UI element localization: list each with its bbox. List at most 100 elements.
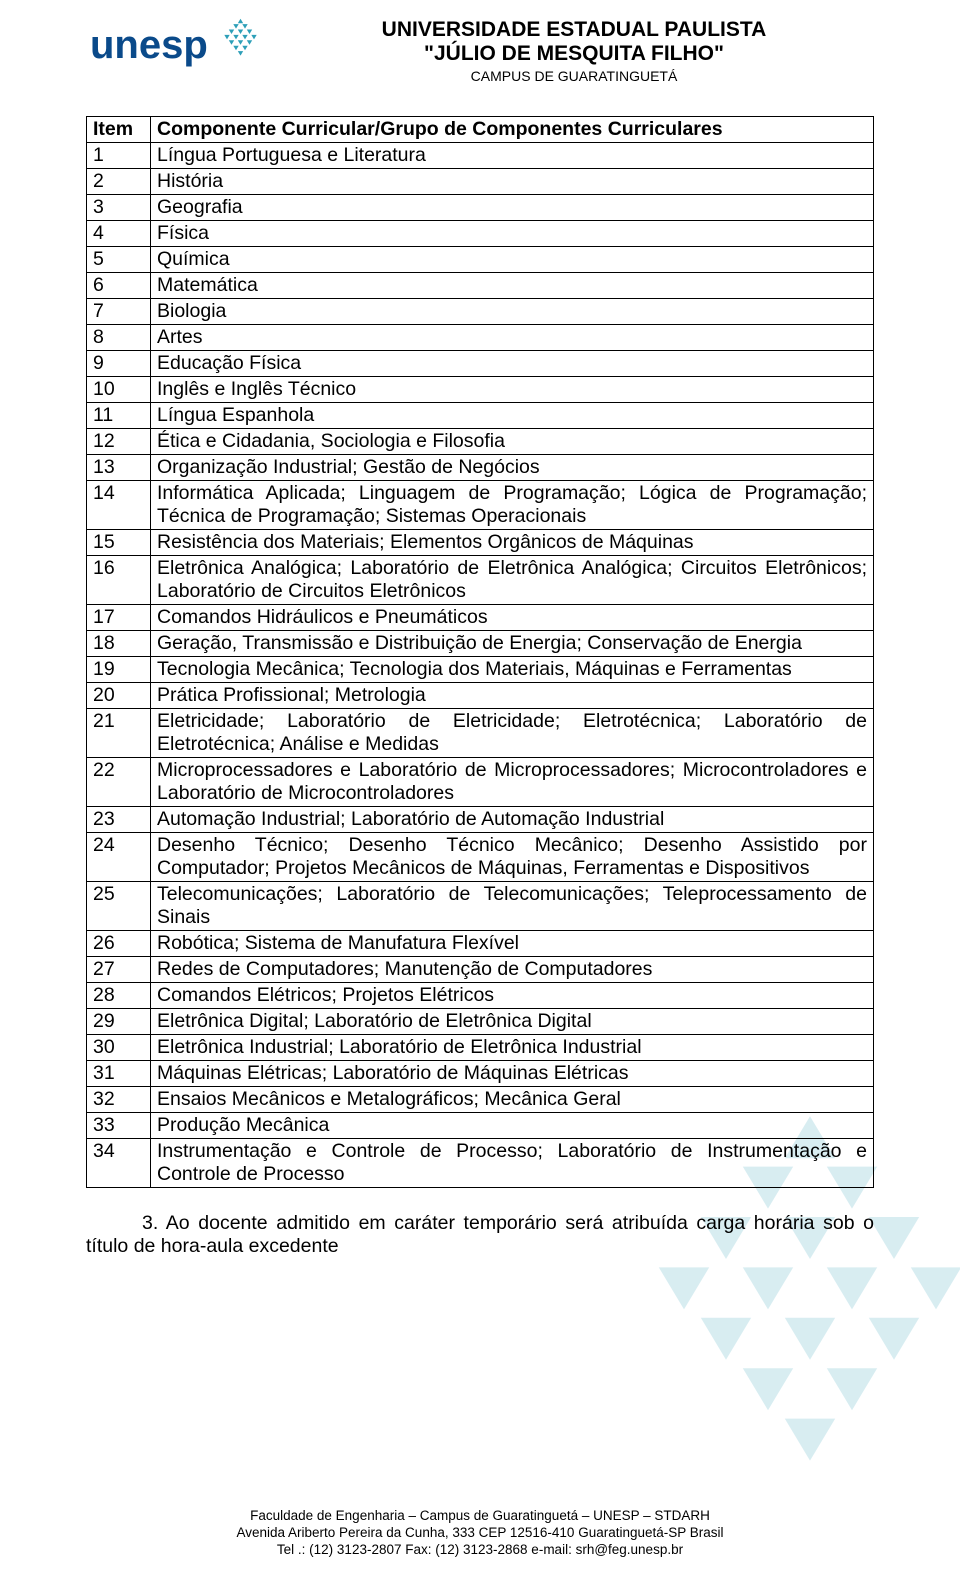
cell-item: 5 [87,247,151,273]
cell-item: 29 [87,1009,151,1035]
cell-desc: Organização Industrial; Gestão de Negóci… [151,455,874,481]
cell-desc: Ética e Cidadania, Sociologia e Filosofi… [151,429,874,455]
table-row: 23Automação Industrial; Laboratório de A… [87,807,874,833]
table-row: 4Física [87,221,874,247]
table-row: 2História [87,169,874,195]
table-row: 22Microprocessadores e Laboratório de Mi… [87,758,874,807]
footer-line3: Tel .: (12) 3123-2807 Fax: (12) 3123-286… [0,1542,960,1559]
unesp-logo: unesp [90,14,260,79]
cell-desc: Língua Portuguesa e Literatura [151,143,874,169]
cell-desc: Eletrônica Analógica; Laboratório de Ele… [151,556,874,605]
cell-item: 34 [87,1139,151,1188]
table-row: 31Máquinas Elétricas; Laboratório de Máq… [87,1061,874,1087]
cell-desc: História [151,169,874,195]
table-row: 8Artes [87,325,874,351]
cell-item: 25 [87,882,151,931]
page-header: unesp UNIVERSIDADE ESTADUAL [0,0,960,90]
cell-desc: Geração, Transmissão e Distribuição de E… [151,631,874,657]
table-row: 25Telecomunicações; Laboratório de Telec… [87,882,874,931]
cell-desc: Automação Industrial; Laboratório de Aut… [151,807,874,833]
page-footer: Faculdade de Engenharia – Campus de Guar… [0,1508,960,1559]
table-row: 30Eletrônica Industrial; Laboratório de … [87,1035,874,1061]
cell-desc: Informática Aplicada; Linguagem de Progr… [151,481,874,530]
table-header-row: Item Componente Curricular/Grupo de Comp… [87,117,874,143]
cell-desc: Educação Física [151,351,874,377]
col-header-item: Item [87,117,151,143]
table-row: 9Educação Física [87,351,874,377]
cell-item: 20 [87,683,151,709]
cell-item: 14 [87,481,151,530]
cell-item: 2 [87,169,151,195]
table-row: 3Geografia [87,195,874,221]
table-row: 12Ética e Cidadania, Sociologia e Filoso… [87,429,874,455]
cell-item: 1 [87,143,151,169]
cell-desc: Tecnologia Mecânica; Tecnologia dos Mate… [151,657,874,683]
cell-item: 8 [87,325,151,351]
cell-desc: Desenho Técnico; Desenho Técnico Mecânic… [151,833,874,882]
cell-item: 30 [87,1035,151,1061]
cell-desc: Eletrônica Industrial; Laboratório de El… [151,1035,874,1061]
page-content: Item Componente Curricular/Grupo de Comp… [0,90,960,1259]
cell-item: 28 [87,983,151,1009]
table-row: 11Língua Espanhola [87,403,874,429]
curricular-table: Item Componente Curricular/Grupo de Comp… [86,116,874,1188]
table-row: 27Redes de Computadores; Manutenção de C… [87,957,874,983]
cell-desc: Ensaios Mecânicos e Metalográficos; Mecâ… [151,1087,874,1113]
cell-desc: Matemática [151,273,874,299]
cell-desc: Máquinas Elétricas; Laboratório de Máqui… [151,1061,874,1087]
footer-line1: Faculdade de Engenharia – Campus de Guar… [0,1508,960,1525]
table-row: 18Geração, Transmissão e Distribuição de… [87,631,874,657]
cell-item: 33 [87,1113,151,1139]
table-row: 6Matemática [87,273,874,299]
cell-item: 15 [87,530,151,556]
cell-desc: Microprocessadores e Laboratório de Micr… [151,758,874,807]
logo-text: unesp [90,23,208,67]
cell-desc: Eletricidade; Laboratório de Eletricidad… [151,709,874,758]
cell-desc: Física [151,221,874,247]
table-row: 32Ensaios Mecânicos e Metalográficos; Me… [87,1087,874,1113]
table-row: 17Comandos Hidráulicos e Pneumáticos [87,605,874,631]
cell-item: 26 [87,931,151,957]
cell-item: 18 [87,631,151,657]
table-row: 19Tecnologia Mecânica; Tecnologia dos Ma… [87,657,874,683]
table-row: 1Língua Portuguesa e Literatura [87,143,874,169]
cell-item: 19 [87,657,151,683]
cell-desc: Prática Profissional; Metrologia [151,683,874,709]
table-row: 24Desenho Técnico; Desenho Técnico Mecân… [87,833,874,882]
footer-line2: Avenida Ariberto Pereira da Cunha, 333 C… [0,1525,960,1542]
cell-desc: Produção Mecânica [151,1113,874,1139]
cell-desc: Comandos Hidráulicos e Pneumáticos [151,605,874,631]
cell-item: 27 [87,957,151,983]
cell-item: 10 [87,377,151,403]
table-row: 16Eletrônica Analógica; Laboratório de E… [87,556,874,605]
table-row: 14Informática Aplicada; Linguagem de Pro… [87,481,874,530]
table-row: 5Química [87,247,874,273]
table-row: 21Eletricidade; Laboratório de Eletricid… [87,709,874,758]
cell-desc: Química [151,247,874,273]
cell-item: 32 [87,1087,151,1113]
table-row: 26Robótica; Sistema de Manufatura Flexív… [87,931,874,957]
cell-item: 17 [87,605,151,631]
table-row: 10Inglês e Inglês Técnico [87,377,874,403]
cell-item: 12 [87,429,151,455]
cell-desc: Comandos Elétricos; Projetos Elétricos [151,983,874,1009]
header-line1: UNIVERSIDADE ESTADUAL PAULISTA [278,18,870,42]
cell-desc: Geografia [151,195,874,221]
cell-item: 21 [87,709,151,758]
cell-desc: Telecomunicações; Laboratório de Telecom… [151,882,874,931]
cell-item: 6 [87,273,151,299]
cell-desc: Robótica; Sistema de Manufatura Flexível [151,931,874,957]
cell-desc: Redes de Computadores; Manutenção de Com… [151,957,874,983]
header-line2: "JÚLIO DE MESQUITA FILHO" [278,42,870,66]
col-header-desc: Componente Curricular/Grupo de Component… [151,117,874,143]
cell-item: 24 [87,833,151,882]
table-row: 20Prática Profissional; Metrologia [87,683,874,709]
table-row: 33Produção Mecânica [87,1113,874,1139]
table-row: 13Organização Industrial; Gestão de Negó… [87,455,874,481]
cell-item: 23 [87,807,151,833]
cell-desc: Artes [151,325,874,351]
table-row: 29Eletrônica Digital; Laboratório de Ele… [87,1009,874,1035]
cell-desc: Instrumentação e Controle de Processo; L… [151,1139,874,1188]
cell-item: 9 [87,351,151,377]
cell-desc: Inglês e Inglês Técnico [151,377,874,403]
